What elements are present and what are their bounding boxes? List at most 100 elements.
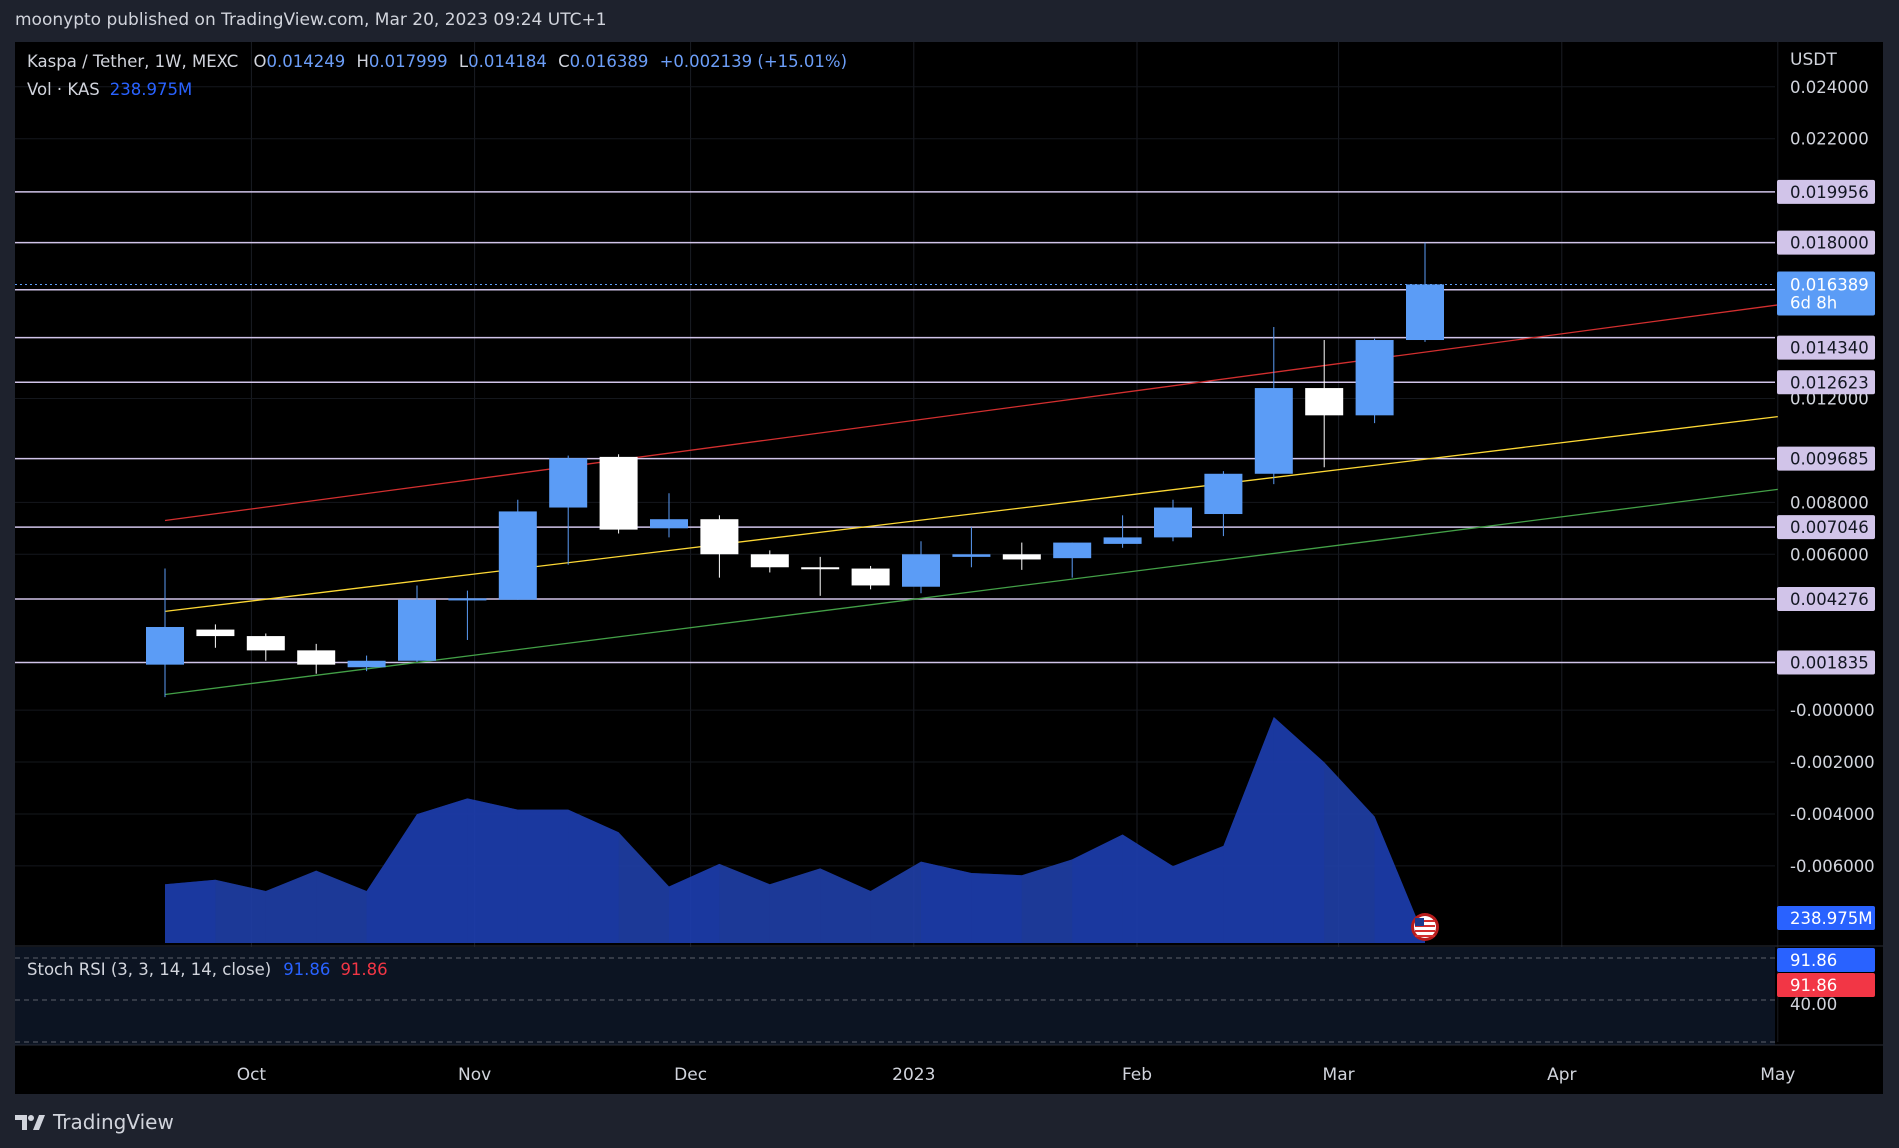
- time-axis-tick: Oct: [237, 1065, 267, 1085]
- chart-frame[interactable]: 0.024000 0.022000 0.012000 0.008000 0.006000…: [15, 42, 1883, 1094]
- volume-segment: [568, 809, 619, 943]
- candle-body[interactable]: [146, 626, 184, 665]
- candle-body[interactable]: [1053, 542, 1092, 559]
- candle-body[interactable]: [196, 629, 235, 637]
- price-axis-tick: -0.004000: [1790, 805, 1875, 824]
- candle-body[interactable]: [750, 554, 789, 568]
- low-label: L: [458, 52, 469, 71]
- level-price-tag-bg: [1777, 179, 1875, 204]
- volume-segment: [1021, 859, 1073, 943]
- time-axis[interactable]: Oct Nov Dec 2023 Feb Mar Apr May: [237, 1065, 1796, 1085]
- high-value: 0.017999: [368, 52, 448, 71]
- price-axis-tick: -0.006000: [1790, 857, 1875, 876]
- volume-segment: [1173, 845, 1224, 943]
- candle-body[interactable]: [1305, 388, 1344, 416]
- flag-stripe: [1415, 920, 1435, 922]
- stoch-rsi-pane[interactable]: [15, 945, 1883, 1046]
- time-axis-tick: May: [1760, 1065, 1795, 1085]
- grid: [15, 42, 1779, 1042]
- candle-body[interactable]: [801, 567, 840, 570]
- trendline-yellow[interactable]: [164, 415, 1778, 613]
- volume-label: Vol · KAS: [27, 80, 100, 99]
- candle-body[interactable]: [650, 519, 688, 529]
- last-price-tag-bg: [1777, 271, 1875, 316]
- trendline-red[interactable]: [164, 304, 1778, 522]
- volume-segment: [719, 863, 770, 943]
- volume-segment: [417, 798, 468, 943]
- chart-canvas[interactable]: 0.0240000.0220000.0120000.0080000.006000…: [15, 42, 1883, 1094]
- volume-segment: [1324, 762, 1375, 943]
- stoch-rsi-d-tag-bg: [1777, 973, 1875, 997]
- level-price-tag-bg: [1777, 515, 1875, 540]
- candles[interactable]: [146, 242, 1444, 698]
- volume-segment: [820, 868, 871, 943]
- volume-segment: [669, 863, 720, 943]
- candle-body[interactable]: [851, 568, 890, 586]
- volume-segment: [215, 879, 266, 943]
- candle-body[interactable]: [347, 660, 386, 668]
- volume-segment: [921, 861, 972, 943]
- candle-body[interactable]: [902, 554, 940, 587]
- candle-body[interactable]: [549, 458, 588, 508]
- candle-body[interactable]: [1355, 340, 1394, 416]
- symbol-title[interactable]: Kaspa / Tether, 1W, MEXC: [27, 52, 239, 71]
- price-axis[interactable]: 0.0240000.0220000.0120000.0080000.006000…: [1790, 78, 1875, 1014]
- brand-name: TradingView: [53, 1110, 174, 1134]
- stoch-rsi-legend[interactable]: Stoch RSI (3, 3, 14, 14, close) 91.86 91.8…: [27, 960, 388, 979]
- candle-body[interactable]: [448, 598, 487, 601]
- last-price-tag: 0.016389: [1790, 275, 1869, 294]
- level-price-tag: 0.014340: [1790, 339, 1869, 358]
- volume-segment: [618, 832, 669, 943]
- flag-stripe: [1415, 925, 1435, 927]
- volume-segment: [971, 872, 1022, 943]
- candle-body[interactable]: [1254, 388, 1293, 474]
- level-price-tag: 0.009685: [1790, 450, 1869, 469]
- candle-body[interactable]: [1204, 473, 1243, 515]
- volume-segment: [1072, 834, 1123, 943]
- level-price-tag-bg: [1777, 230, 1875, 255]
- candle-body[interactable]: [297, 650, 336, 665]
- candle-body[interactable]: [246, 636, 285, 651]
- level-price-tag-bg: [1777, 587, 1875, 612]
- level-price-tag: 0.001835: [1790, 653, 1869, 672]
- candle-body[interactable]: [1406, 284, 1444, 341]
- time-axis-tick: Dec: [674, 1065, 707, 1085]
- volume-price-tag: 238.975M: [1790, 909, 1872, 928]
- flag-stripe: [1415, 930, 1435, 932]
- time-axis-tick: Apr: [1547, 1065, 1576, 1085]
- candle-body[interactable]: [1103, 537, 1142, 544]
- price-axis-currency[interactable]: USDT: [1790, 50, 1837, 70]
- symbol-legend[interactable]: Kaspa / Tether, 1W, MEXC O0.014249 H0.01…: [27, 52, 847, 71]
- open-value: 0.014249: [266, 52, 346, 71]
- tradingview-brand[interactable]: TradingView: [15, 1110, 174, 1134]
- trendline-green[interactable]: [164, 488, 1778, 696]
- volume-segment: [1223, 717, 1274, 943]
- price-tags: 0.0199560.0180000.0161860.0126230.009685…: [1777, 179, 1875, 997]
- level-price-tag: 0.019956: [1790, 183, 1869, 202]
- candle-body[interactable]: [398, 599, 436, 661]
- candle-body[interactable]: [952, 554, 991, 557]
- horizontal-levels[interactable]: [15, 191, 1775, 664]
- candle-body[interactable]: [498, 511, 537, 600]
- time-axis-tick: 2023: [892, 1065, 935, 1085]
- volume-segment: [769, 868, 821, 943]
- volume-legend[interactable]: Vol · KAS 238.975M: [27, 80, 192, 99]
- price-axis-tick: 0.006000: [1790, 545, 1869, 564]
- us-flag-icon[interactable]: [1411, 913, 1439, 941]
- time-axis-tick: Nov: [458, 1065, 491, 1085]
- publisher-line: moonypto published on TradingView.com, M…: [15, 10, 607, 30]
- candle-body[interactable]: [599, 456, 638, 530]
- volume-segment: [1374, 816, 1425, 943]
- change-value: +0.002139 (+15.01%): [659, 52, 848, 71]
- open-label: O: [253, 52, 267, 71]
- candle-body[interactable]: [1002, 554, 1041, 560]
- candle-body[interactable]: [1154, 507, 1192, 538]
- level-price-tag: 0.007046: [1790, 518, 1869, 537]
- flag-stripe: [1415, 935, 1435, 937]
- price-axis-tick: -0.002000: [1790, 753, 1875, 772]
- volume-segment: [316, 870, 367, 943]
- price-axis-tick: -0.000000: [1790, 701, 1875, 720]
- volume-segment: [517, 809, 569, 943]
- candle-body[interactable]: [700, 519, 739, 555]
- stoch-rsi-k-tag-bg: [1777, 948, 1875, 972]
